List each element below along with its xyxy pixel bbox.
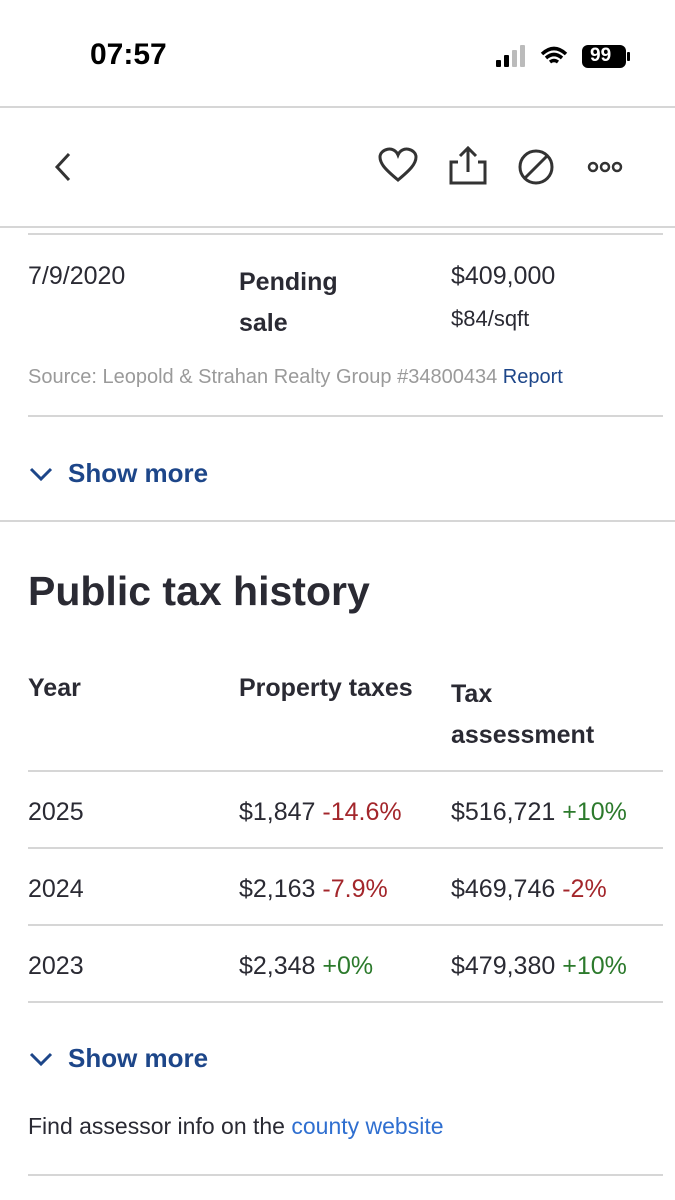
chevron (29, 1052, 53, 1066)
amount: $2,348 (239, 952, 316, 980)
tax-year: 2025 (28, 798, 84, 826)
tax-cell: $1,847 -14.6% (239, 798, 402, 827)
amount: $516,721 (451, 798, 556, 826)
change: +0% (322, 952, 374, 980)
change: +10% (562, 798, 627, 826)
show-more[interactable]: Show more (28, 1043, 208, 1074)
assessor-note: Find assessor info on the county website (28, 1113, 444, 1140)
tax-cell: $479,380 +10% (451, 952, 627, 981)
row-divider (28, 924, 663, 926)
amount: $469,746 (451, 875, 556, 903)
change: -2% (562, 875, 607, 903)
change: -14.6% (322, 798, 402, 826)
hide-button[interactable] (518, 149, 554, 185)
share-button[interactable] (449, 145, 487, 185)
sale-event: Pending sale (239, 268, 338, 337)
sale-price-per-sqft: $84/sqft (451, 306, 530, 331)
row-divider (28, 1001, 663, 1003)
status-icons (496, 45, 630, 68)
sale-price: $409,000 (451, 262, 556, 290)
tax-cell: $2,163 -7.9% (239, 875, 388, 904)
favorite-button[interactable] (378, 147, 418, 182)
battery-level: 99 (590, 45, 612, 66)
section-title: Public tax history (28, 568, 370, 614)
status-time: 07:57 (90, 38, 167, 71)
amount: $479,380 (451, 952, 556, 980)
amount: $1,847 (239, 798, 316, 826)
tax-year: 2023 (28, 952, 84, 980)
column-header: Tax assessment (451, 680, 595, 749)
report-link[interactable]: Report (502, 366, 563, 388)
tax-year: 2024 (28, 875, 84, 903)
sale-source: Source: Leopold & Strahan Realty Group #… (28, 366, 563, 389)
nav-bar (54, 145, 623, 185)
back-button[interactable] (54, 152, 71, 182)
column-header: Year (28, 674, 81, 702)
footer-text: Find assessor info on the (28, 1113, 285, 1139)
chevron (29, 467, 53, 481)
sale-date: 7/9/2020 (28, 262, 126, 290)
change: +10% (562, 952, 627, 980)
amount: $2,163 (239, 875, 316, 903)
change: -7.9% (322, 875, 388, 903)
tax-cell: $2,348 +0% (239, 952, 373, 981)
source-text: Source: Leopold & Strahan Realty Group #… (28, 366, 498, 388)
tax-cell: $516,721 +10% (451, 798, 627, 827)
column-header: Property taxes (239, 674, 413, 702)
county-link[interactable]: county website (291, 1113, 444, 1139)
show-more-label: Show more (68, 1043, 209, 1073)
row-divider (28, 847, 663, 849)
show-more[interactable]: Show more (28, 458, 208, 489)
show-more-label: Show more (68, 458, 209, 488)
tax-cell: $469,746 -2% (451, 875, 607, 904)
more-button[interactable] (587, 161, 623, 173)
